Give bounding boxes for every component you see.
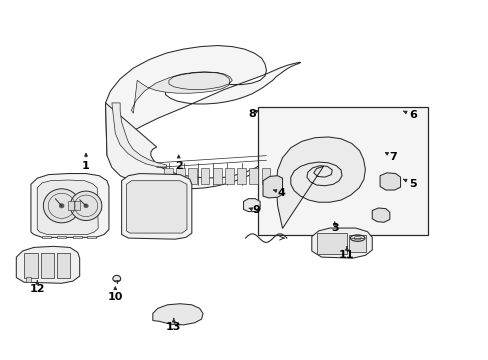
Bar xyxy=(258,107,427,234)
Bar xyxy=(261,168,270,184)
Polygon shape xyxy=(105,103,300,189)
Bar xyxy=(57,253,70,278)
Polygon shape xyxy=(153,304,203,325)
Text: 13: 13 xyxy=(166,322,181,332)
Text: 10: 10 xyxy=(107,292,122,302)
Bar xyxy=(26,277,31,282)
Bar xyxy=(87,236,96,238)
Polygon shape xyxy=(126,181,186,233)
Text: 6: 6 xyxy=(408,111,416,121)
Polygon shape xyxy=(31,174,109,237)
Polygon shape xyxy=(263,176,282,198)
Text: 9: 9 xyxy=(252,206,260,216)
Bar xyxy=(163,168,172,184)
Bar xyxy=(237,168,245,184)
Polygon shape xyxy=(16,246,80,283)
Polygon shape xyxy=(37,180,98,234)
Bar xyxy=(24,253,38,278)
Text: 7: 7 xyxy=(388,152,396,162)
Bar xyxy=(348,234,366,252)
Bar xyxy=(212,168,221,184)
Polygon shape xyxy=(122,174,191,239)
Text: 2: 2 xyxy=(174,161,182,171)
Bar xyxy=(316,233,346,253)
Text: 5: 5 xyxy=(408,179,416,189)
Bar xyxy=(41,253,54,278)
Ellipse shape xyxy=(83,204,88,208)
Polygon shape xyxy=(105,45,300,156)
Polygon shape xyxy=(112,103,166,168)
Polygon shape xyxy=(311,228,371,258)
Text: 12: 12 xyxy=(29,284,45,294)
Bar xyxy=(57,236,65,238)
Text: 11: 11 xyxy=(339,250,354,260)
Polygon shape xyxy=(371,208,389,222)
Text: 8: 8 xyxy=(247,109,255,119)
Ellipse shape xyxy=(59,204,64,208)
Ellipse shape xyxy=(70,191,102,221)
Text: 3: 3 xyxy=(330,224,338,233)
Bar xyxy=(42,236,51,238)
Polygon shape xyxy=(243,199,260,212)
Bar xyxy=(188,168,197,184)
Bar xyxy=(73,236,81,238)
Polygon shape xyxy=(276,137,365,228)
Bar xyxy=(68,201,80,211)
Text: 4: 4 xyxy=(277,188,285,198)
Bar xyxy=(249,168,258,184)
Ellipse shape xyxy=(43,189,80,223)
Text: 1: 1 xyxy=(82,161,90,171)
Polygon shape xyxy=(379,173,400,190)
Polygon shape xyxy=(131,72,232,113)
Bar xyxy=(200,168,209,184)
Ellipse shape xyxy=(113,275,121,282)
Bar xyxy=(224,168,233,184)
Bar xyxy=(176,168,184,184)
